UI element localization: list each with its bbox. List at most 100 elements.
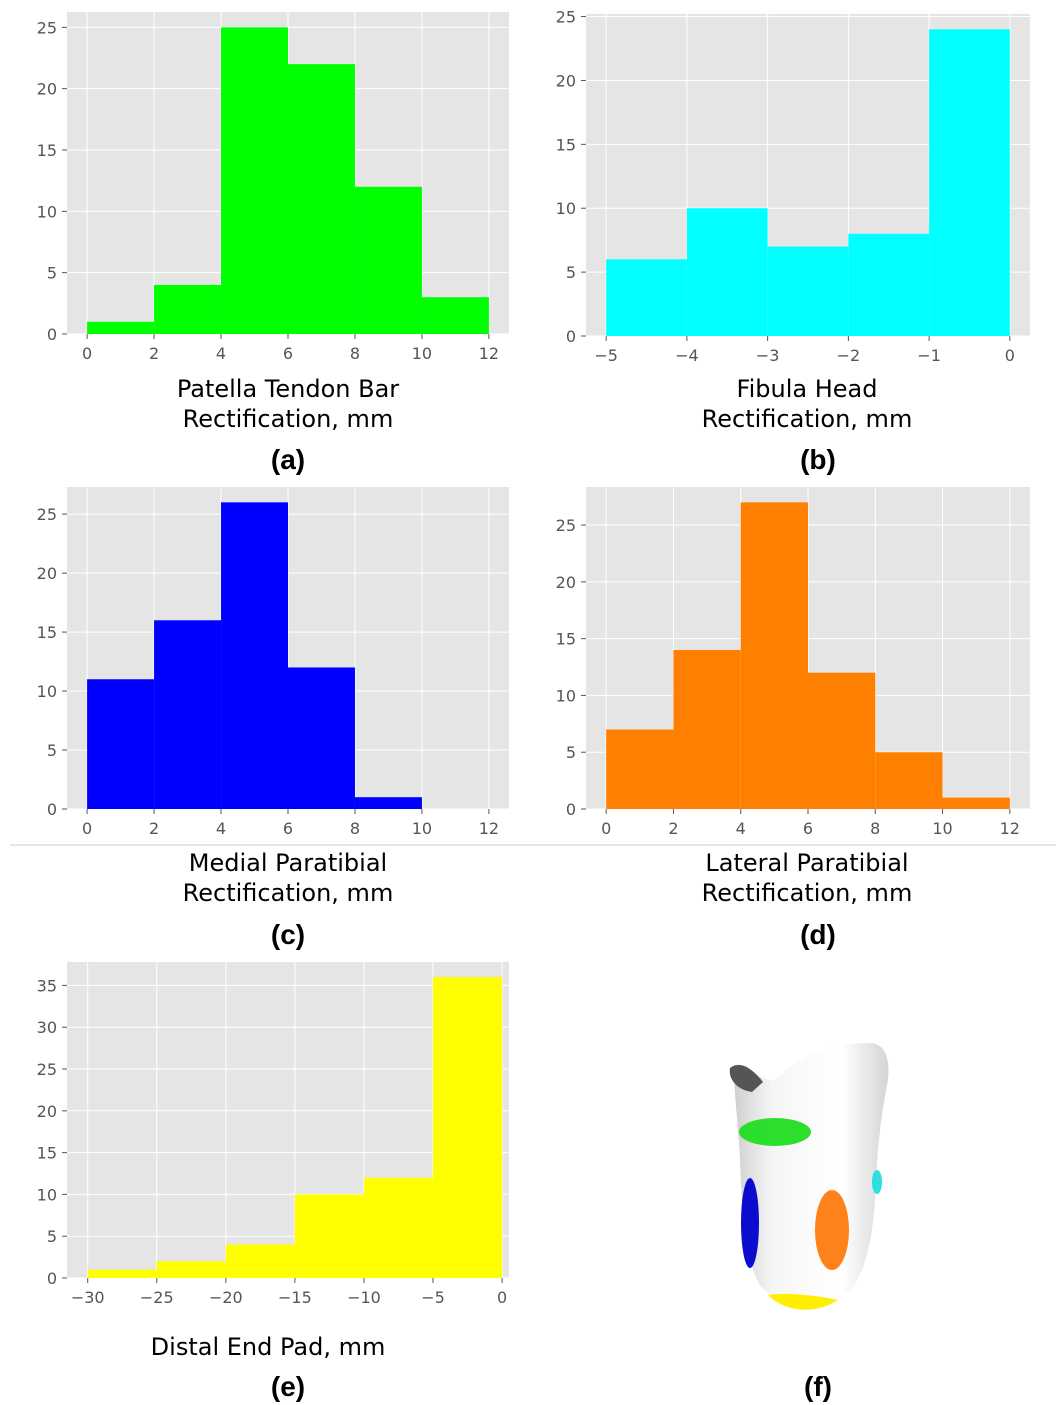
x-tick-label: −25 (140, 1288, 174, 1307)
y-tick-label: 20 (37, 564, 57, 583)
x-tick-label: 8 (350, 819, 360, 838)
y-tick-label: 25 (556, 516, 576, 535)
histogram-bar (363, 1177, 434, 1278)
histogram-bar (225, 1244, 295, 1278)
histogram-bar (673, 649, 741, 809)
y-tick-label: 25 (37, 505, 57, 524)
medial-paratibial-region (741, 1178, 759, 1268)
x-tick-label: −1 (917, 346, 941, 365)
y-tick-label: 0 (566, 327, 576, 346)
y-tick-label: 10 (37, 202, 57, 221)
y-tick-label: 0 (47, 1269, 57, 1288)
panel-label-d: (d) (800, 919, 836, 950)
y-tick-label: 20 (556, 573, 576, 592)
x-tick-label: −3 (756, 346, 780, 365)
histogram-bar (767, 246, 849, 336)
x-tick-label: 6 (283, 344, 293, 363)
xlabel-e: Distal End Pad, mm (151, 1333, 386, 1361)
y-tick-label: 0 (47, 800, 57, 819)
panel-label-c: (c) (271, 919, 305, 950)
histogram-bar (929, 29, 1010, 336)
patella-tendon-region (739, 1118, 811, 1146)
y-tick-label: 0 (47, 325, 57, 344)
x-tick-label: 8 (870, 819, 880, 838)
y-tick-label: 5 (566, 743, 576, 762)
x-tick-label: −30 (71, 1288, 105, 1307)
histogram-bar (686, 208, 768, 336)
x-tick-label: −2 (837, 346, 861, 365)
x-tick-label: −10 (347, 1288, 381, 1307)
histogram-bar (875, 752, 943, 809)
panel-label-a: (a) (271, 444, 305, 475)
xlabel-a-line1: Patella Tendon Bar (177, 375, 399, 403)
y-tick-label: 25 (556, 8, 576, 27)
panel-label-f: (f) (804, 1371, 832, 1402)
histogram-bar (808, 672, 876, 809)
chart-e: −30 −25 −20 −15 −10 −5 0 0 5 10 15 20 25 30 35 (37, 962, 509, 1307)
x-tick-label: −20 (209, 1288, 243, 1307)
x-tick-label: 12 (479, 344, 499, 363)
x-tick-label: 2 (149, 344, 159, 363)
x-tick-label: 6 (283, 819, 293, 838)
x-tick-label: 10 (412, 819, 432, 838)
y-tick-label: 10 (556, 199, 576, 218)
lateral-paratibial-region (815, 1190, 849, 1270)
histogram-bar (942, 797, 1010, 809)
histogram-bar (354, 186, 422, 334)
histogram-bar (606, 729, 674, 809)
histogram-bar (606, 259, 687, 336)
xlabel-b-line1: Fibula Head (737, 375, 878, 403)
x-tick-label: 10 (932, 819, 952, 838)
panel-label-e: (e) (271, 1371, 305, 1402)
limb-socket-model (729, 1042, 889, 1310)
x-tick-label: 2 (149, 819, 159, 838)
y-tick-label: 30 (37, 1018, 57, 1037)
histogram-bar (740, 502, 808, 809)
xlabel-c-line1: Medial Paratibial (189, 849, 387, 877)
chart-c: 0 2 4 6 8 10 12 0 5 10 15 20 25 (37, 487, 509, 838)
histogram-bar (848, 233, 930, 336)
x-tick-label: 4 (216, 819, 226, 838)
x-tick-label: 12 (1000, 819, 1020, 838)
x-tick-label: 4 (736, 819, 746, 838)
histogram-bar (154, 284, 222, 334)
histogram-bar (421, 297, 489, 334)
histogram-bar (354, 797, 422, 809)
x-tick-label: −15 (278, 1288, 312, 1307)
x-tick-label: −4 (675, 346, 699, 365)
y-tick-label: 25 (37, 1060, 57, 1079)
y-tick-label: 20 (37, 80, 57, 99)
y-tick-label: 10 (37, 682, 57, 701)
socket-rim-shadow (729, 1064, 763, 1092)
chart-d: 0 2 4 6 8 10 12 0 5 10 15 20 25 (556, 487, 1030, 838)
y-tick-label: 5 (566, 263, 576, 282)
xlabel-d-line1: Lateral Paratibial (705, 849, 908, 877)
y-tick-label: 15 (37, 1144, 57, 1163)
x-tick-label: −5 (594, 346, 618, 365)
x-tick-label: 0 (82, 819, 92, 838)
x-tick-label: 2 (668, 819, 678, 838)
y-tick-label: 35 (37, 976, 57, 995)
histogram-bar (87, 321, 155, 334)
chart-a: 0 2 4 6 8 10 12 0 5 10 15 20 25 (37, 12, 509, 363)
y-tick-label: 10 (37, 1185, 57, 1204)
x-tick-label: 0 (1005, 346, 1015, 365)
y-tick-label: 0 (566, 800, 576, 819)
histogram-bar (288, 64, 355, 334)
xlabel-a-line2: Rectification, mm (183, 405, 394, 433)
fibula-head-region (872, 1170, 882, 1194)
y-tick-label: 25 (37, 18, 57, 37)
histogram-bar (156, 1261, 226, 1278)
x-tick-label: 4 (216, 344, 226, 363)
y-tick-label: 5 (47, 264, 57, 283)
panel-label-b: (b) (800, 444, 836, 475)
histogram-bar (294, 1194, 364, 1278)
y-tick-label: 15 (37, 623, 57, 642)
x-tick-label: 0 (601, 819, 611, 838)
distal-end-pad-region (768, 1293, 838, 1310)
x-tick-label: 6 (803, 819, 813, 838)
y-tick-label: 15 (556, 135, 576, 154)
histogram-bar (87, 1269, 157, 1278)
